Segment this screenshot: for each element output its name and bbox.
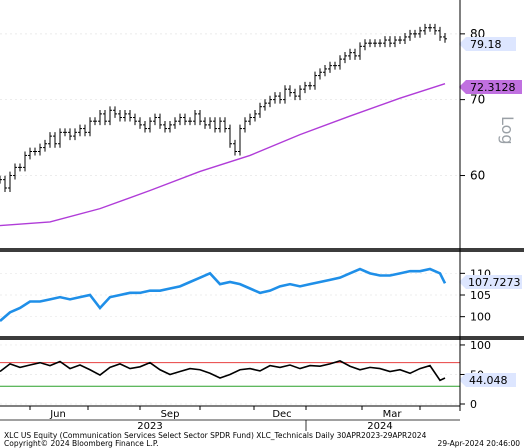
price-gridlines [0,33,460,176]
y-tick-label: 0 [470,398,477,411]
rsi-current-value: 44.048 [469,374,508,387]
x-month-dec: Dec [272,409,291,420]
rs-current-value: 107.7273 [468,276,521,289]
y-tick-label: 105 [470,289,491,302]
relative-strength-line [0,267,447,322]
y-tick-label: 100 [470,311,491,324]
y-tick-label: 70 [470,93,485,107]
panel-separator-2 [0,336,524,340]
moving-average-line [0,83,446,227]
x-year-2024: 2024 [367,421,392,432]
price-bars [0,23,447,192]
rsi-line [0,360,446,382]
x-month-sep: Sep [161,409,180,420]
x-year-2023: 2023 [137,421,162,432]
rsi-panel: 050100 44.048 [0,339,516,411]
x-month-jun: Jun [49,409,66,420]
price-current-label: 79.18 [459,37,516,51]
rs-current-label: 107.7273 [459,275,522,289]
footer-timestamp: 29-Apr-2024 20:46:00 [438,439,521,448]
ma-current-label: 72.3128 [459,80,522,94]
footer-description: XLC US Equity (Communication Services Se… [4,431,427,440]
axis-scale-label-log: Log [498,116,517,145]
ma-current-value: 72.3128 [470,81,516,94]
footer: XLC US Equity (Communication Services Se… [4,431,520,448]
panel-separator [0,248,524,252]
rsi-current-label: 44.048 [459,373,516,387]
x-month-mar: Mar [383,409,403,420]
rs-gridlines [0,272,460,318]
y-tick-label: 60 [470,169,485,183]
x-axis-ticks [29,406,421,410]
x-axis: Jun Sep Dec Mar 2023 2024 [0,405,460,432]
y-tick-label: 100 [470,339,491,352]
footer-copyright: Copyright© 2024 Bloomberg Finance L.P. [4,439,159,448]
price-current-value: 79.18 [470,38,502,51]
